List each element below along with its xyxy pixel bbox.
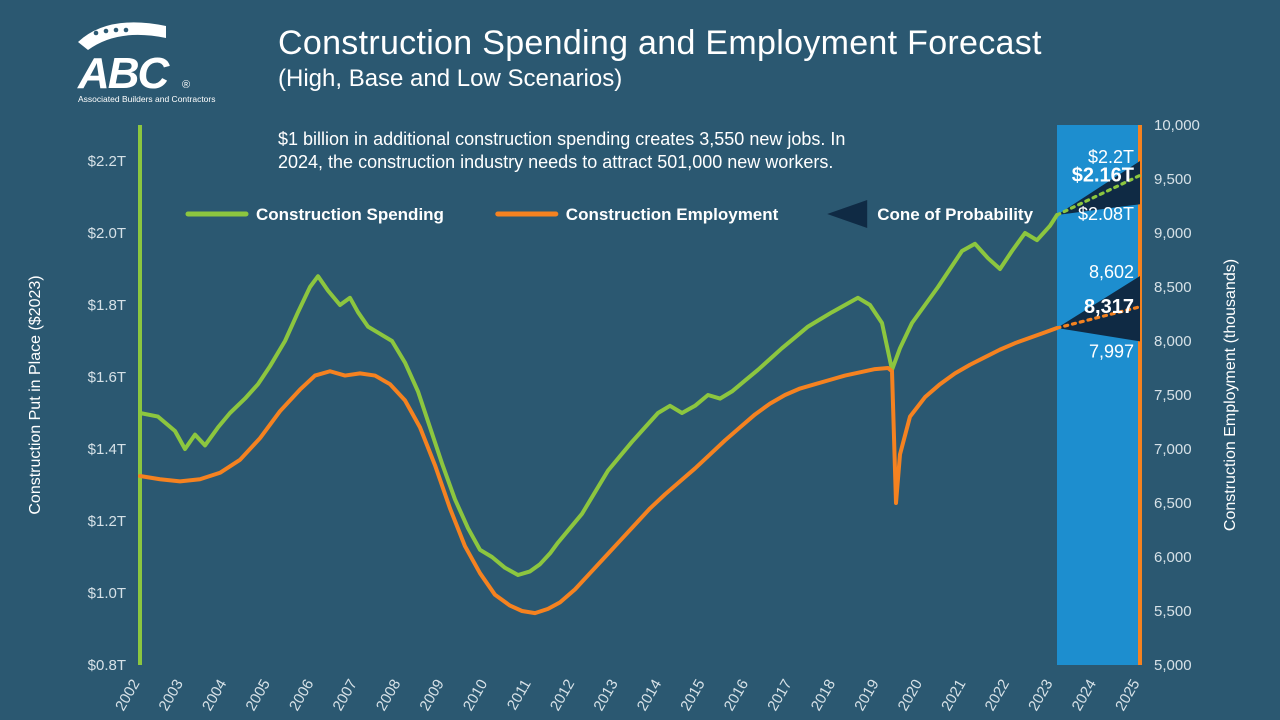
y-left-tick: $1.4T <box>88 441 126 458</box>
y-left-tick: $1.8T <box>88 297 126 314</box>
y-right-tick: 10,000 <box>1154 117 1200 134</box>
y-right-label: Construction Employment (thousands) <box>1222 259 1239 531</box>
y-left-tick: $0.8T <box>88 657 126 674</box>
y-right-tick: 6,500 <box>1154 495 1192 512</box>
cone-base-label: 8,317 <box>1084 296 1134 318</box>
chart-subtitle: (High, Base and Low Scenarios) <box>278 65 622 92</box>
y-right-tick: 7,500 <box>1154 387 1192 404</box>
y-left-label: Construction Put in Place ($2023) <box>27 275 44 514</box>
chart-title: Construction Spending and Employment For… <box>278 24 1042 62</box>
forecast-chart: ABC ® Associated Builders and Contractors C… <box>0 0 1280 720</box>
cone-high-label: 8,602 <box>1089 262 1134 282</box>
y-left-tick: $2.0T <box>88 225 126 242</box>
cone-base-label: $2.16T <box>1072 164 1134 186</box>
svg-text:Associated Builders and Contra: Associated Builders and Contractors <box>78 94 216 104</box>
legend-label: Cone of Probability <box>877 205 1033 224</box>
cone-low-label: 7,997 <box>1089 341 1134 361</box>
legend-label: Construction Employment <box>566 205 779 224</box>
y-left-tick: $1.6T <box>88 369 126 386</box>
y-right-tick: 6,000 <box>1154 549 1192 566</box>
y-right-tick: 5,500 <box>1154 603 1192 620</box>
svg-text:ABC: ABC <box>77 49 171 98</box>
cone-low-label: $2.08T <box>1078 204 1134 224</box>
y-left-tick: $2.2T <box>88 153 126 170</box>
y-right-tick: 7,000 <box>1154 441 1192 458</box>
y-right-tick: 9,500 <box>1154 171 1192 188</box>
y-right-tick: 5,000 <box>1154 657 1192 674</box>
legend-label: Construction Spending <box>256 205 444 224</box>
y-right-tick: 8,500 <box>1154 279 1192 296</box>
chart-note: $1 billion in additional construction sp… <box>278 129 845 149</box>
y-right-tick: 8,000 <box>1154 333 1192 350</box>
y-left-tick: $1.2T <box>88 513 126 530</box>
y-left-tick: $1.0T <box>88 585 126 602</box>
y-right-tick: 9,000 <box>1154 225 1192 242</box>
svg-text:®: ® <box>182 79 190 91</box>
chart-note-2: 2024, the construction industry needs to… <box>278 152 833 172</box>
